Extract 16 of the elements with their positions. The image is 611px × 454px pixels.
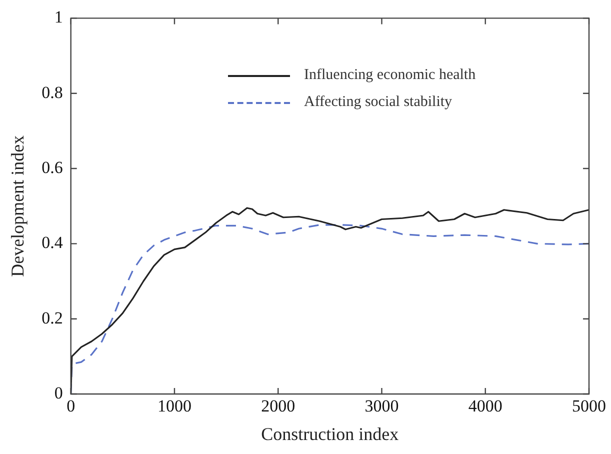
y-tick-label: 1 [54, 8, 63, 27]
x-tick-label: 3000 [364, 396, 399, 416]
x-axis-title: Construction index [261, 424, 399, 444]
y-tick-label: 0.6 [42, 158, 63, 177]
x-tick-label: 5000 [572, 396, 606, 416]
legend-label: Affecting social stability [304, 94, 452, 111]
y-tick-label: 0.4 [42, 233, 64, 252]
x-tick-label: 1000 [157, 396, 192, 416]
y-tick-label: 0.2 [42, 308, 63, 328]
legend-label: Influencing economic health [304, 67, 476, 84]
y-tick-label: 0.8 [42, 82, 63, 102]
x-tick-label: 2000 [261, 396, 296, 416]
y-tick-label: 0 [54, 383, 63, 402]
x-tick-label: 0 [66, 396, 76, 416]
x-tick-label: 4000 [468, 396, 502, 416]
y-axis-title: Development index [8, 135, 28, 277]
